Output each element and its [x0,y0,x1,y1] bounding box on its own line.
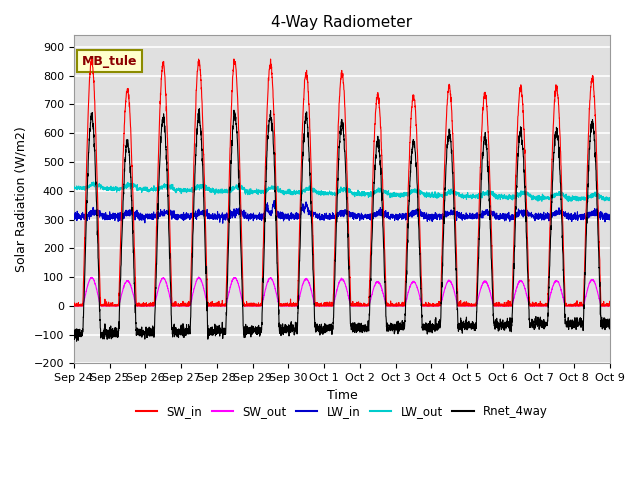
SW_out [606,303,614,309]
Line: SW_out: SW_out [74,277,610,306]
Y-axis label: Solar Radiation (W/m2): Solar Radiation (W/m2) [15,127,28,272]
Rnet_4way [404,237,412,243]
LW_in [185,213,193,218]
LW_out [70,186,77,192]
Text: MB_tule: MB_tule [82,55,138,68]
SW_out [185,302,193,308]
LW_out [404,193,412,199]
SW_out [195,274,202,280]
SW_in [606,303,614,309]
LW_in [606,214,614,219]
SW_in [230,56,237,62]
Rnet_4way [70,330,77,336]
Line: SW_in: SW_in [74,59,610,306]
SW_out [556,281,563,287]
LW_out [92,179,100,184]
Legend: SW_in, SW_out, LW_in, LW_out, Rnet_4way: SW_in, SW_out, LW_in, LW_out, Rnet_4way [131,401,553,423]
Rnet_4way [556,150,563,156]
LW_in [70,214,77,219]
Line: LW_out: LW_out [74,181,610,202]
SW_in [70,303,78,309]
SW_in [185,303,193,309]
LW_in [219,220,227,226]
Rnet_4way [185,331,193,337]
LW_in [270,198,278,204]
SW_in [556,116,563,121]
LW_in [606,212,614,217]
SW_out [220,302,227,308]
Rnet_4way [606,317,614,323]
SW_out [404,292,412,298]
LW_out [394,193,402,199]
LW_in [404,214,412,220]
Rnet_4way [606,318,614,324]
X-axis label: Time: Time [326,389,357,402]
SW_in [394,303,402,309]
LW_out [185,188,193,193]
Rnet_4way [195,106,203,111]
LW_out [564,199,572,204]
LW_out [220,190,227,195]
Rnet_4way [73,338,81,344]
LW_in [220,213,227,218]
SW_in [404,204,412,210]
Line: Rnet_4way: Rnet_4way [74,108,610,341]
SW_out [606,302,614,308]
LW_out [606,196,614,202]
SW_out [70,303,77,309]
Line: LW_in: LW_in [74,201,610,223]
LW_in [556,206,563,212]
SW_in [220,303,227,309]
SW_in [70,302,77,308]
SW_in [606,299,614,304]
Title: 4-Way Radiometer: 4-Way Radiometer [271,15,413,30]
Rnet_4way [394,324,402,330]
LW_in [394,215,402,220]
LW_out [556,189,563,194]
LW_out [606,196,614,202]
Rnet_4way [220,332,228,337]
SW_out [394,302,402,308]
